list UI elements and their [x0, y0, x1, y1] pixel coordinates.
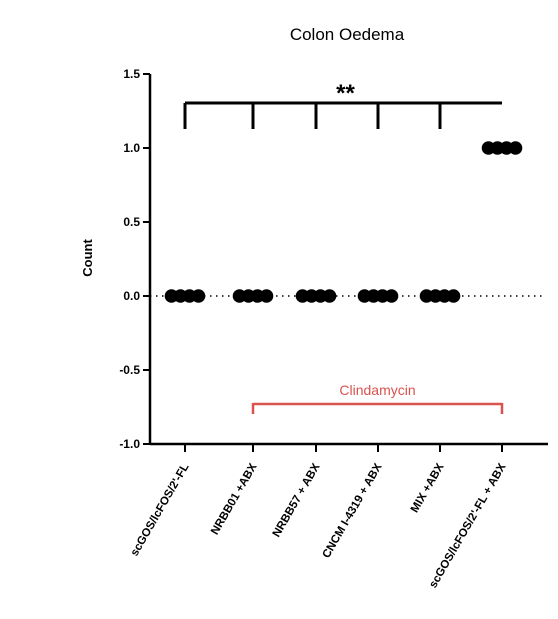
- data-point: [508, 141, 523, 155]
- y-ticks: 1.5 1.0 0.5 0.0 -0.5 -1.0: [119, 67, 150, 451]
- x-tick-label: NRBB01 +ABX: [209, 461, 260, 537]
- y-tick-label: 1.0: [123, 141, 140, 155]
- clindamycin-bracket: Clindamycin: [251, 382, 504, 414]
- x-tick-labels: scGOS/lcFOS/2'-FL NRBB01 +ABX NRBB57 + ABX…: [129, 444, 509, 590]
- data-point: [322, 289, 337, 303]
- axes: [148, 74, 548, 446]
- x-tick-label: scGOS/lcFOS/2'-FL: [129, 462, 192, 559]
- y-tick-label: 0.5: [123, 215, 140, 229]
- data-point: [191, 289, 206, 303]
- y-tick-label: 0.0: [123, 289, 140, 303]
- x-tick-label: CNCM I-4319 + ABX: [321, 461, 385, 560]
- x-tick-label: NRBB57 + ABX: [271, 461, 323, 539]
- data-points: [164, 141, 523, 303]
- y-tick-label: -0.5: [119, 363, 140, 377]
- y-axis-label: Count: [80, 239, 95, 277]
- data-point: [384, 289, 399, 303]
- y-tick-label: -1.0: [119, 437, 140, 451]
- significance-label: **: [336, 80, 355, 107]
- data-point: [259, 289, 274, 303]
- x-tick-label: scGOS/lcFOS/2'-FL + ABX: [427, 461, 508, 590]
- chart-title: Colon Oedema: [290, 25, 405, 44]
- clindamycin-label: Clindamycin: [339, 382, 415, 398]
- significance-bracket: **: [183, 80, 502, 129]
- y-tick-label: 1.5: [123, 67, 140, 81]
- data-point: [446, 289, 461, 303]
- x-tick-label: MIX +ABX: [409, 461, 447, 515]
